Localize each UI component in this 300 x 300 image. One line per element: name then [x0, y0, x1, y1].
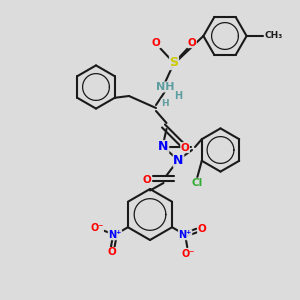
Text: CH₃: CH₃ [265, 32, 283, 40]
Text: H: H [174, 91, 183, 101]
Text: N: N [173, 154, 184, 167]
Text: Cl: Cl [192, 178, 203, 188]
Text: N: N [158, 140, 169, 154]
Text: O⁻: O⁻ [182, 249, 195, 259]
Text: N⁺: N⁺ [178, 230, 192, 240]
Text: O: O [152, 38, 160, 48]
Text: N⁺: N⁺ [108, 230, 122, 240]
Text: O: O [198, 224, 206, 234]
Text: O: O [188, 38, 196, 48]
Text: O: O [142, 175, 152, 185]
Text: NH: NH [156, 82, 174, 92]
Text: H: H [161, 99, 169, 108]
Text: O: O [107, 248, 116, 257]
Text: S: S [169, 56, 178, 70]
Text: O: O [181, 142, 190, 153]
Text: O⁻: O⁻ [90, 223, 104, 233]
